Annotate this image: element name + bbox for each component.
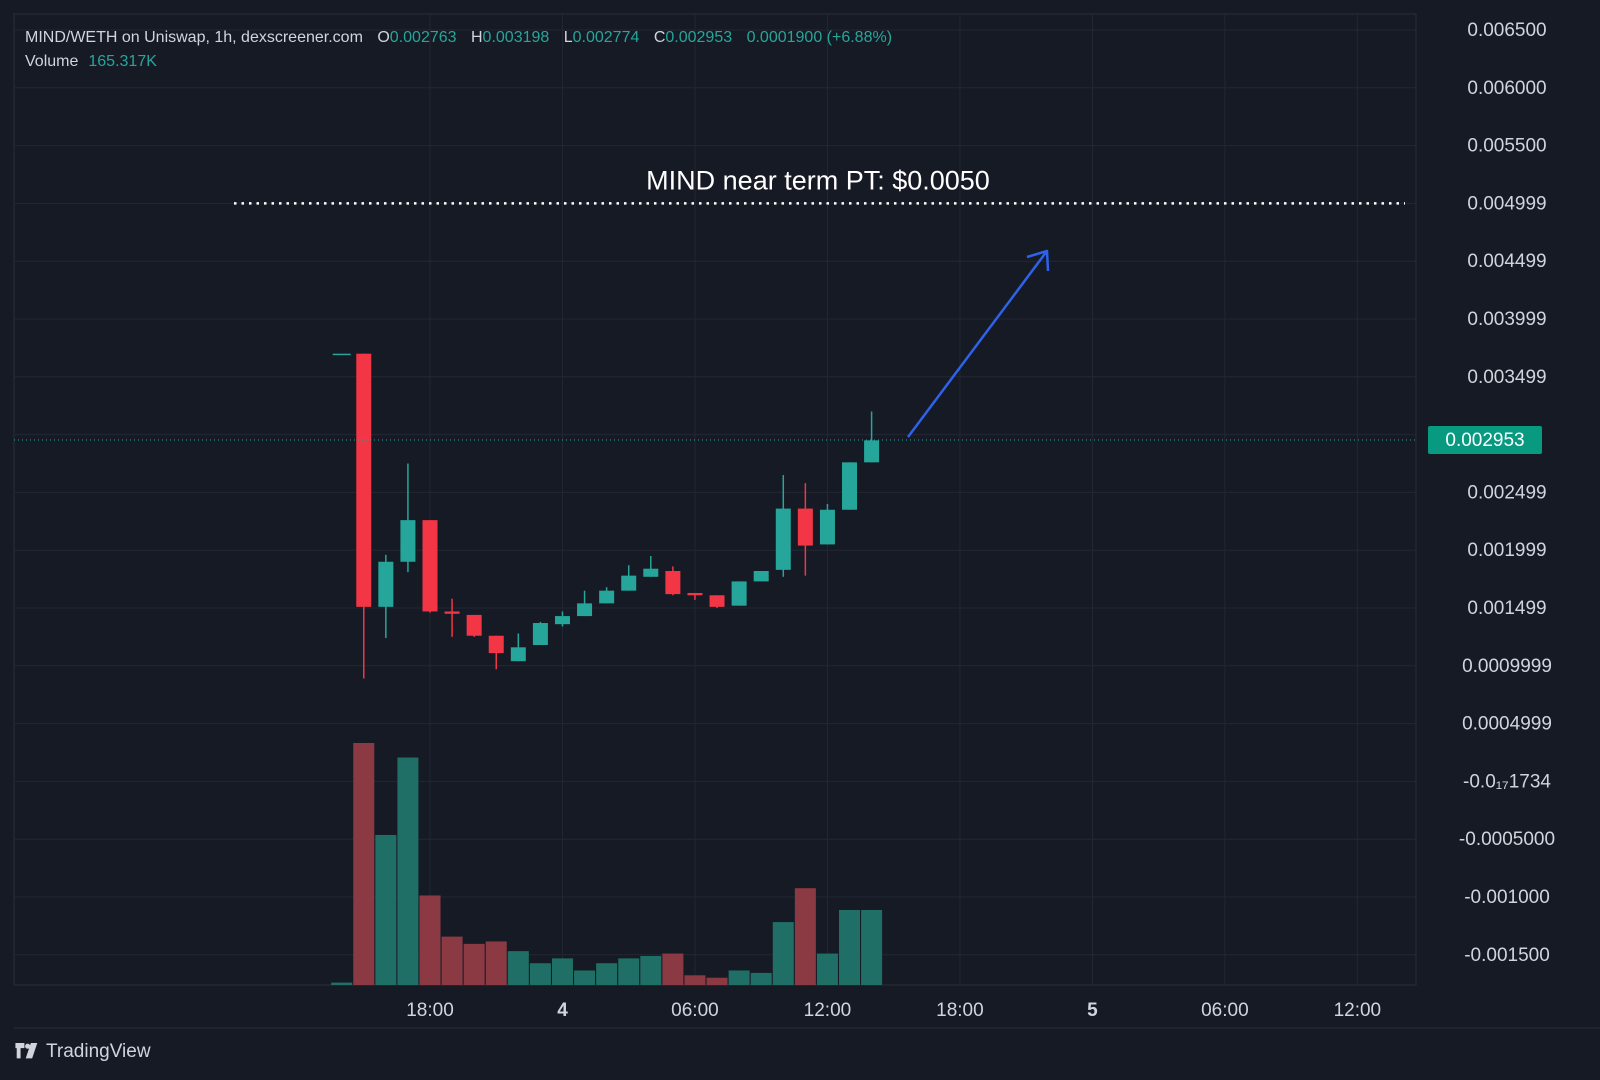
volume-bar	[485, 941, 507, 985]
price-tick-label: 0.001499	[1467, 598, 1546, 619]
time-tick-label: 12:00	[804, 1000, 852, 1021]
price-tick-label: 0.005500	[1467, 136, 1546, 157]
candle-body[interactable]	[400, 520, 416, 562]
close-value: 0.002953	[665, 29, 733, 46]
volume-bar	[529, 963, 551, 985]
open-key: O	[377, 29, 390, 46]
legend-row-ohlc: MIND/WETH on Uniswap, 1h, dexscreener.co…	[25, 26, 902, 50]
volume-bar	[419, 895, 441, 985]
price-tick-label: -0.001000	[1464, 887, 1550, 908]
last-price-label: 0.002953	[1445, 430, 1524, 451]
price-tick-label: 0.001999	[1467, 540, 1546, 561]
change-value: 0.0001900 (+6.88%)	[746, 29, 893, 46]
tradingview-name: TradingView	[46, 1041, 151, 1062]
open-value: 0.002763	[389, 29, 457, 46]
volume-bar	[551, 958, 573, 985]
candle-body[interactable]	[466, 614, 482, 636]
price-tick-label: 0.004499	[1467, 251, 1546, 272]
candle-body[interactable]	[554, 616, 570, 625]
price-tick-label: 0.003999	[1467, 309, 1546, 330]
volume-bar	[596, 963, 618, 985]
volume-bar	[507, 951, 529, 985]
volume-bar	[463, 943, 485, 985]
price-tick-label: 0.004999	[1467, 193, 1546, 214]
volume-bar	[618, 958, 640, 985]
price-tick-label: 0.0009999	[1462, 656, 1552, 677]
candle-body[interactable]	[775, 508, 791, 570]
candle-body[interactable]	[422, 520, 438, 612]
candle-body[interactable]	[709, 595, 725, 607]
symbol-title: MIND/WETH on Uniswap, 1h, dexscreener.co…	[25, 29, 363, 46]
price-tick-label: 0.003499	[1467, 367, 1546, 388]
volume-bar	[574, 970, 596, 985]
legend-row-volume: Volume 165.317K	[25, 50, 902, 74]
candle-body[interactable]	[599, 590, 615, 604]
volume-bar	[331, 982, 353, 985]
candle-body[interactable]	[864, 440, 880, 463]
candle-body[interactable]	[687, 592, 703, 596]
volume-bar	[728, 970, 750, 985]
candle-body[interactable]	[577, 603, 593, 617]
volume-bar	[375, 834, 397, 985]
price-tick-label: 0.006000	[1467, 78, 1546, 99]
volume-value: 165.317K	[88, 53, 157, 70]
chart-legend: MIND/WETH on Uniswap, 1h, dexscreener.co…	[25, 26, 902, 74]
candle-body[interactable]	[797, 508, 813, 546]
price-tick-label: -0.0₁₇1734	[1463, 771, 1551, 792]
candle-body[interactable]	[488, 635, 504, 654]
high-value: 0.003198	[482, 29, 550, 46]
candle-body[interactable]	[332, 353, 351, 356]
volume-bar	[772, 922, 794, 985]
candle-body[interactable]	[643, 568, 659, 577]
volume-bar	[441, 936, 463, 985]
volume-bar	[397, 757, 419, 985]
price-tick-label: 0.0004999	[1462, 714, 1552, 735]
volume-bar	[861, 909, 883, 985]
price-target-annotation: MIND near term PT: $0.0050	[646, 165, 990, 195]
candle-body[interactable]	[621, 575, 637, 591]
time-tick-label: 5	[1087, 1000, 1098, 1021]
candle-body[interactable]	[532, 623, 548, 645]
candle-body[interactable]	[842, 462, 858, 510]
trend-arrow	[906, 250, 1049, 438]
time-tick-label: 06:00	[1201, 1000, 1249, 1021]
time-tick-label: 06:00	[671, 1000, 719, 1021]
time-tick-label: 12:00	[1334, 1000, 1382, 1021]
volume-bar	[640, 955, 662, 985]
high-key: H	[470, 29, 483, 46]
trend-arrow-head	[1026, 249, 1050, 272]
low-value: 0.002774	[572, 29, 640, 46]
volume-bar	[839, 909, 861, 985]
volume-bar	[353, 743, 375, 985]
volume-bar	[706, 977, 728, 985]
candle-body[interactable]	[731, 581, 747, 606]
volume-bar	[684, 975, 706, 985]
candle-body[interactable]	[378, 561, 394, 607]
low-key: L	[563, 29, 573, 46]
last-price-badge	[1428, 426, 1542, 455]
volume-bar	[794, 888, 816, 985]
candle-body[interactable]	[819, 509, 835, 545]
tradingview-logo[interactable]: TradingView	[14, 1041, 151, 1063]
tradingview-icon	[15, 1043, 38, 1059]
candle-body[interactable]	[444, 611, 460, 614]
time-tick-label: 18:00	[406, 1000, 454, 1021]
candle-body[interactable]	[510, 647, 526, 662]
price-tick-label: 0.002499	[1467, 482, 1546, 503]
candle-body[interactable]	[356, 353, 372, 607]
volume-bar	[662, 953, 684, 985]
candle-body[interactable]	[753, 571, 769, 582]
price-tick-label: -0.0005000	[1459, 829, 1555, 850]
volume-bar	[750, 972, 772, 985]
candle-body[interactable]	[665, 571, 681, 595]
price-tick-label: -0.001500	[1464, 945, 1550, 966]
volume-bar	[816, 953, 838, 985]
volume-label: Volume	[25, 53, 79, 70]
time-tick-label: 4	[557, 1000, 568, 1021]
price-tick-label: 0.006500	[1467, 20, 1546, 41]
time-tick-label: 18:00	[936, 1000, 984, 1021]
close-key: C	[653, 29, 666, 46]
